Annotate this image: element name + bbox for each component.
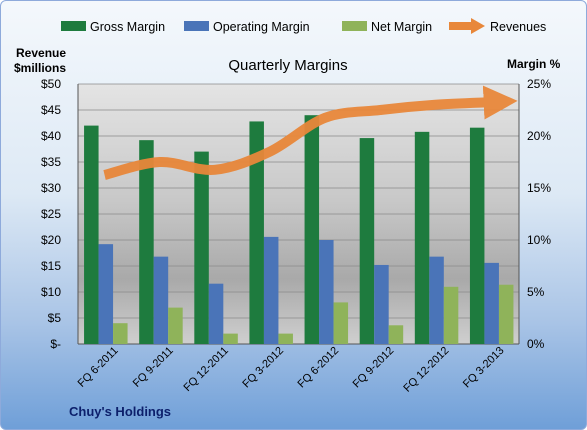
category-labels: FQ 6-2011 FQ 9-2011 FQ 12-2011 FQ 3-2012 FQ …: [76, 345, 507, 395]
bar-gross-margin: [194, 151, 209, 344]
right-tick-label: 5%: [527, 285, 545, 299]
category-label: FQ 3-2012: [240, 345, 286, 391]
left-tick-label: $-: [50, 337, 61, 351]
right-tick-label: 25%: [527, 77, 551, 91]
left-tick-label: $10: [41, 285, 61, 299]
category-label: FQ 9-2012: [351, 345, 397, 391]
left-tick-label: $5: [48, 311, 62, 325]
left-tick-label: $50: [41, 77, 61, 91]
chart-title: Quarterly Margins: [228, 57, 347, 74]
legend-label: Revenues: [490, 20, 546, 34]
legend-swatch: [184, 21, 209, 31]
left-tick-label: $20: [41, 233, 61, 247]
left-axis-label-line1: Revenue: [16, 46, 66, 60]
footer-company: Chuy's Holdings: [69, 404, 171, 419]
legend-label: Net Margin: [371, 20, 432, 34]
right-tick-label: 15%: [527, 181, 551, 195]
category-label: FQ 6-2011: [76, 345, 121, 390]
left-tick-label: $40: [41, 129, 61, 143]
bar-operating-margin: [263, 236, 279, 344]
revenue-line-group: [103, 85, 518, 180]
bar-operating-margin: [429, 256, 444, 344]
legend-swatch: [342, 21, 367, 31]
legend-arrow-icon: [471, 18, 485, 34]
bar-operating-margin: [208, 283, 224, 344]
bars: [84, 115, 514, 345]
legend: Gross Margin Operating Margin Net Margin Re…: [61, 18, 546, 34]
bar-gross-margin: [304, 115, 320, 344]
left-axis-label-line2: $millions: [14, 61, 66, 75]
bar-operating-margin: [98, 244, 114, 344]
bar-operating-margin: [153, 256, 169, 344]
category-label: FQ 9-2011: [131, 345, 176, 390]
left-tick-label: $30: [41, 181, 61, 195]
bar-gross-margin: [469, 127, 485, 345]
left-tick-label: $15: [41, 259, 61, 273]
category-label: FQ 6-2012: [296, 345, 342, 391]
bar-net-margin: [278, 333, 293, 344]
bar-operating-margin: [374, 264, 389, 344]
right-axis-ticks: 0% 5% 10% 15% 20% 25%: [527, 77, 551, 351]
bar-gross-margin: [414, 131, 430, 344]
legend-label: Gross Margin: [90, 20, 165, 34]
category-label: FQ 12-2011: [182, 345, 231, 394]
bar-net-margin: [443, 286, 459, 344]
bar-gross-margin: [249, 121, 264, 344]
right-axis-label: Margin %: [507, 57, 561, 71]
left-axis-ticks: $- $5 $10 $15 $20 $25 $30 $35 $40 $45 $50: [41, 77, 61, 351]
bar-operating-margin: [319, 240, 334, 344]
revenues-line: [103, 85, 518, 180]
bar-net-margin: [388, 325, 404, 344]
left-tick-label: $35: [41, 155, 61, 169]
left-tick-label: $45: [41, 103, 61, 117]
bar-operating-margin: [484, 262, 499, 344]
bar-net-margin: [113, 323, 128, 344]
bar-gross-margin: [359, 138, 375, 344]
category-label: FQ 12-2012: [401, 345, 451, 395]
legend-swatch: [61, 21, 86, 31]
legend-label: Operating Margin: [213, 20, 310, 34]
bar-net-margin: [168, 307, 183, 344]
bar-net-margin: [498, 284, 514, 344]
right-tick-label: 20%: [527, 129, 551, 143]
category-label: FQ 3-2013: [461, 345, 507, 391]
right-tick-label: 0%: [527, 337, 545, 351]
bar-gross-margin: [139, 140, 154, 344]
left-tick-label: $25: [41, 207, 61, 221]
bar-gross-margin: [84, 125, 99, 344]
bar-net-margin: [333, 302, 349, 344]
right-tick-label: 10%: [527, 233, 551, 247]
bar-net-margin: [223, 333, 238, 344]
